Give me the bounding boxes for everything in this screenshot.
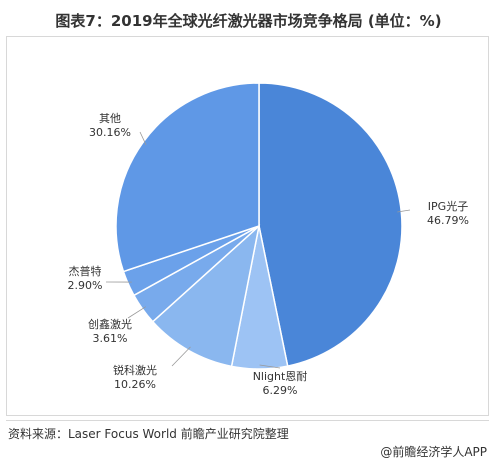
slice-name-label: 其他 (99, 112, 121, 125)
slice-name-label: 杰普特 (69, 264, 102, 278)
slice-percent-label: 3.61% (93, 332, 128, 345)
chart-title: 图表7：2019年全球光纤激光器市场竞争格局 (单位：%) (55, 12, 442, 30)
leader-lines (105, 131, 411, 369)
leader-line (171, 346, 191, 367)
leader-line (397, 209, 411, 213)
pie-slice (115, 82, 260, 273)
pie-slice (151, 223, 261, 368)
chart-frame (6, 36, 489, 416)
slice-percent-label: 2.90% (68, 279, 103, 292)
slice-percent-label: 6.29% (263, 384, 298, 397)
slice-name-label: IPG光子 (428, 199, 468, 213)
source-note: 资料来源：Laser Focus World 前瞻产业研究院整理 (8, 427, 289, 441)
slice-name-label: 锐科激光 (113, 363, 157, 377)
footer-divider (6, 420, 489, 421)
slice-name-label: Nlight恩耐 (253, 370, 308, 383)
brand-credit: @前瞻经济学人APP (380, 445, 487, 459)
slice-percent-label: 46.79% (427, 214, 469, 227)
pie-slices (115, 82, 403, 370)
leader-line (139, 131, 147, 146)
slice-name-label: 创鑫激光 (88, 317, 132, 331)
pie-slice (258, 82, 403, 367)
leader-line (259, 364, 281, 369)
leader-line (127, 306, 147, 319)
slice-percent-label: 10.26% (114, 378, 156, 391)
slice-percent-label: 30.16% (89, 126, 131, 139)
